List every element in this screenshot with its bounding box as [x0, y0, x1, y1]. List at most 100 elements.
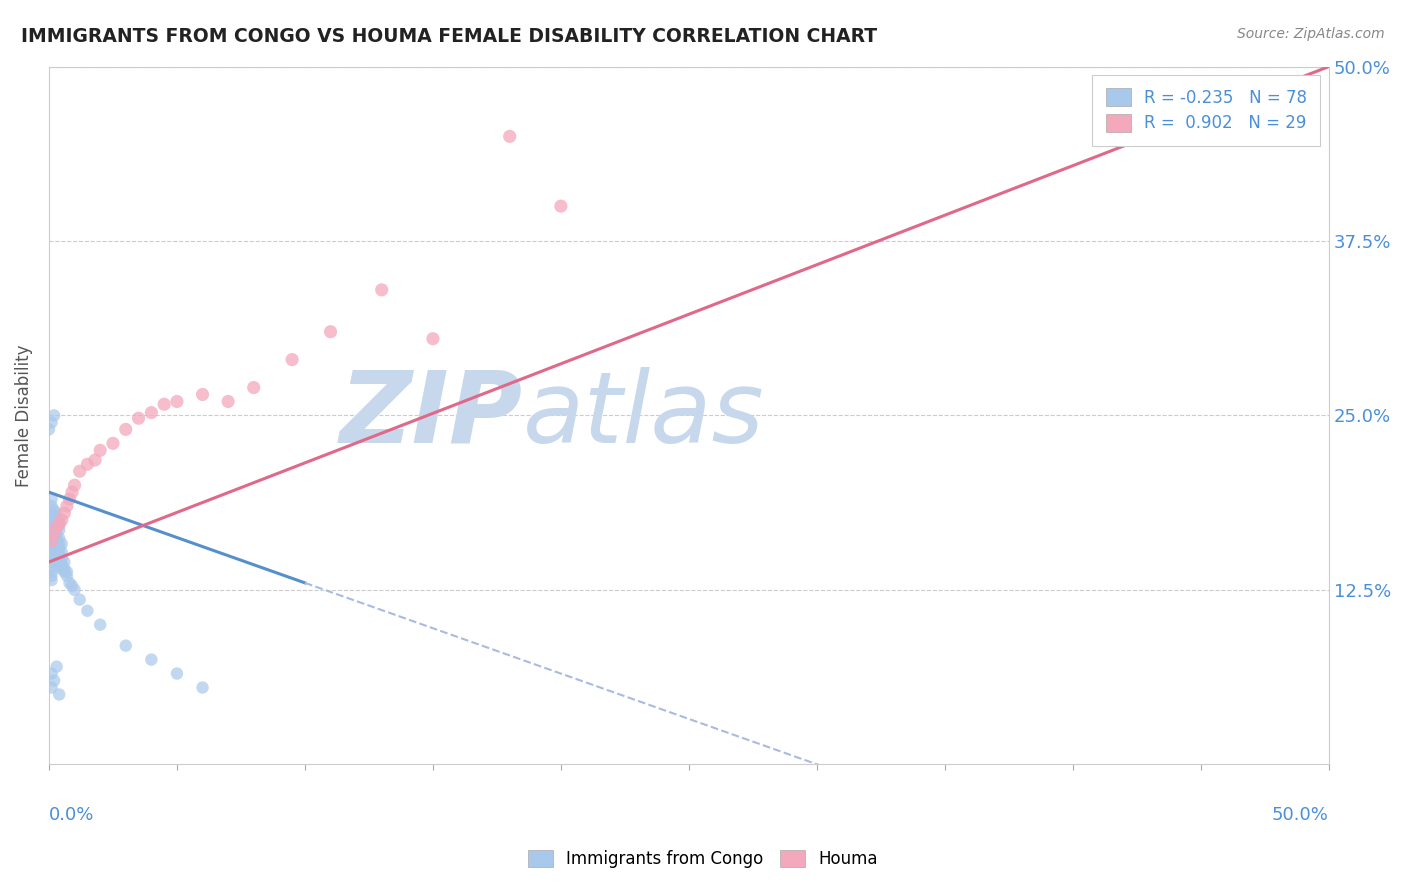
Point [53, 565, 76, 579]
Point [41, 666, 63, 681]
Point [51, 537, 73, 551]
Point [41, 492, 63, 507]
Point [45, 517, 67, 532]
Point [191, 681, 214, 695]
Point [41, 569, 63, 583]
Point [499, 129, 522, 144]
Point [45, 541, 67, 555]
Point [166, 394, 188, 409]
Point [89, 443, 111, 458]
Point [42, 550, 65, 565]
Point [422, 332, 444, 346]
Point [48, 545, 70, 559]
Point [53, 506, 76, 520]
Point [48, 523, 70, 537]
Point [41, 550, 63, 565]
Text: 0.0%: 0.0% [49, 806, 94, 824]
Point [42, 503, 65, 517]
Point [114, 422, 136, 436]
Point [51, 558, 73, 572]
Point [41, 548, 63, 562]
Point [48, 541, 70, 555]
Point [48, 550, 70, 565]
Point [51, 513, 73, 527]
Point [56, 565, 79, 579]
Point [41, 513, 63, 527]
Point [48, 513, 70, 527]
Point [42, 543, 65, 558]
Point [41, 545, 63, 559]
Point [42, 548, 65, 562]
Point [53, 555, 76, 569]
Point [58, 492, 80, 507]
Text: IMMIGRANTS FROM CONGO VS HOUMA FEMALE DISABILITY CORRELATION CHART: IMMIGRANTS FROM CONGO VS HOUMA FEMALE DI… [21, 27, 877, 45]
Point [114, 639, 136, 653]
Point [319, 325, 342, 339]
Point [42, 537, 65, 551]
Point [41, 565, 63, 579]
Point [45, 550, 67, 565]
Point [89, 617, 111, 632]
Point [48, 559, 70, 574]
Point [41, 541, 63, 555]
Point [242, 380, 264, 394]
Point [60, 579, 83, 593]
Point [41, 555, 63, 569]
Point [48, 537, 70, 551]
Point [45, 659, 67, 673]
Point [166, 666, 188, 681]
Point [141, 652, 163, 666]
Point [45, 530, 67, 544]
Point [41, 416, 63, 430]
Point [51, 562, 73, 576]
Point [41, 534, 63, 549]
Point [45, 523, 67, 537]
Point [191, 387, 214, 401]
Text: 50.0%: 50.0% [1272, 806, 1329, 824]
Point [48, 555, 70, 569]
Point [42, 527, 65, 541]
Point [48, 517, 70, 532]
Point [370, 283, 392, 297]
Point [41, 537, 63, 551]
Point [41, 534, 63, 549]
Point [153, 397, 176, 411]
Legend: Immigrants from Congo, Houma: Immigrants from Congo, Houma [522, 843, 884, 875]
Text: ZIP: ZIP [339, 367, 523, 464]
Legend: R = -0.235   N = 78, R =  0.902   N = 29: R = -0.235 N = 78, R = 0.902 N = 29 [1092, 75, 1320, 145]
Point [41, 506, 63, 520]
Point [101, 436, 124, 450]
Point [45, 534, 67, 549]
Point [63, 582, 86, 597]
Point [42, 527, 65, 541]
Point [48, 688, 70, 702]
Point [58, 575, 80, 590]
Point [42, 673, 65, 688]
Point [56, 569, 79, 583]
Point [76, 604, 98, 618]
Point [84, 453, 107, 467]
Point [550, 199, 572, 213]
Point [53, 562, 76, 576]
Point [42, 531, 65, 545]
Point [41, 527, 63, 541]
Point [41, 520, 63, 534]
Point [69, 592, 91, 607]
Point [281, 352, 304, 367]
Point [41, 573, 63, 587]
Point [69, 464, 91, 478]
Point [63, 478, 86, 492]
Point [51, 550, 73, 565]
Point [42, 409, 65, 423]
Point [56, 499, 79, 513]
Y-axis label: Female Disability: Female Disability [15, 344, 32, 487]
Text: atlas: atlas [523, 367, 763, 464]
Point [48, 531, 70, 545]
Point [41, 531, 63, 545]
Point [51, 545, 73, 559]
Point [60, 485, 83, 500]
Point [41, 559, 63, 574]
Point [42, 517, 65, 532]
Point [41, 499, 63, 513]
Point [45, 555, 67, 569]
